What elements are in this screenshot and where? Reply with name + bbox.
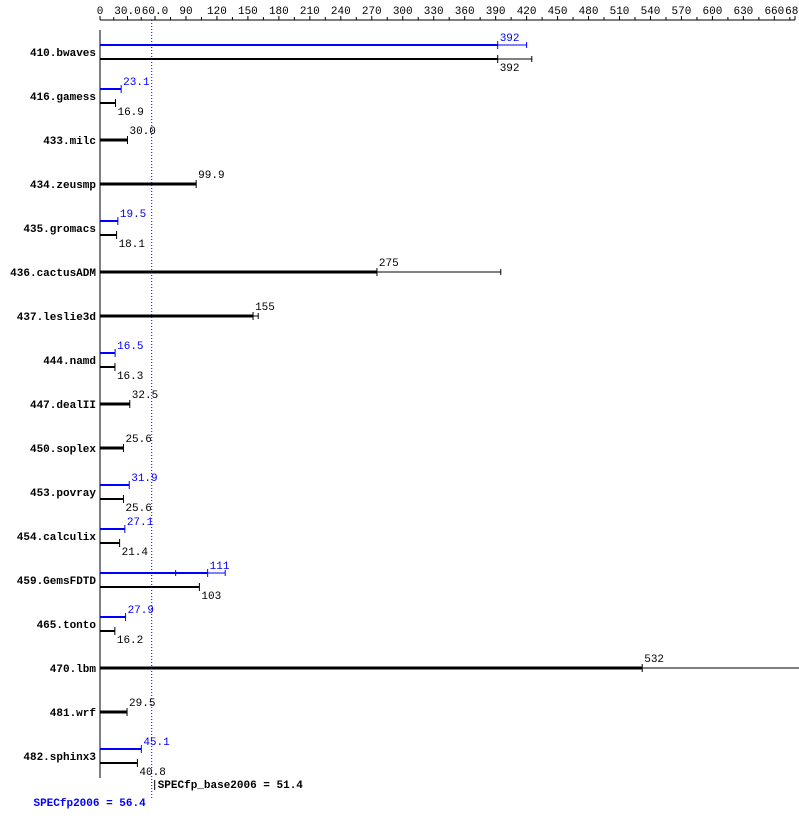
svg-text:18.1: 18.1: [119, 239, 146, 251]
svg-text:19.5: 19.5: [120, 209, 146, 221]
svg-text:330: 330: [424, 6, 444, 18]
svg-text:436.cactusADM: 436.cactusADM: [10, 268, 96, 280]
svg-text:480: 480: [579, 6, 599, 18]
svg-text:453.povray: 453.povray: [30, 488, 96, 500]
svg-text:459.GemsFDTD: 459.GemsFDTD: [17, 576, 97, 588]
svg-text:300: 300: [393, 6, 413, 18]
svg-text:435.gromacs: 435.gromacs: [23, 224, 96, 236]
svg-text:482.sphinx3: 482.sphinx3: [23, 752, 96, 764]
svg-text:680: 680: [785, 6, 799, 18]
svg-text:392: 392: [500, 33, 520, 45]
svg-text:SPECfp_base2006 = 51.4: SPECfp_base2006 = 51.4: [158, 780, 304, 792]
svg-text:416.gamess: 416.gamess: [30, 92, 96, 104]
svg-text:0: 0: [97, 6, 104, 18]
svg-text:210: 210: [300, 6, 320, 18]
svg-text:23.1: 23.1: [123, 77, 150, 89]
svg-text:16.5: 16.5: [117, 341, 143, 353]
svg-text:390: 390: [486, 6, 506, 18]
svg-text:510: 510: [610, 6, 630, 18]
svg-text:21.4: 21.4: [122, 547, 149, 559]
svg-text:481.wrf: 481.wrf: [50, 708, 97, 720]
svg-text:444.namd: 444.namd: [43, 356, 96, 368]
svg-text:360: 360: [455, 6, 475, 18]
svg-text:240: 240: [331, 6, 351, 18]
svg-text:27.1: 27.1: [127, 517, 154, 529]
svg-text:450.soplex: 450.soplex: [30, 444, 96, 456]
svg-text:630: 630: [733, 6, 753, 18]
svg-text:470.lbm: 470.lbm: [50, 664, 97, 676]
svg-text:450: 450: [548, 6, 568, 18]
svg-text:16.2: 16.2: [117, 635, 143, 647]
svg-text:25.6: 25.6: [125, 503, 151, 515]
svg-text:16.9: 16.9: [117, 107, 143, 119]
svg-text:270: 270: [362, 6, 382, 18]
svg-text:570: 570: [672, 6, 692, 18]
svg-text:150: 150: [238, 6, 258, 18]
svg-text:111: 111: [210, 561, 230, 573]
svg-text:454.calculix: 454.calculix: [17, 532, 97, 544]
svg-text:31.9: 31.9: [131, 473, 157, 485]
svg-text:32.5: 32.5: [132, 390, 158, 402]
svg-text:433.milc: 433.milc: [43, 136, 96, 148]
svg-text:SPECfp2006 = 56.4: SPECfp2006 = 56.4: [33, 798, 146, 810]
svg-text:180: 180: [269, 6, 289, 18]
svg-text:660: 660: [764, 6, 784, 18]
svg-text:434.zeusmp: 434.zeusmp: [30, 180, 96, 192]
svg-text:155: 155: [255, 302, 275, 314]
svg-text:420: 420: [517, 6, 537, 18]
svg-text:447.dealII: 447.dealII: [30, 400, 96, 412]
svg-text:103: 103: [201, 591, 221, 603]
svg-text:392: 392: [500, 63, 520, 75]
svg-text:600: 600: [703, 6, 723, 18]
svg-text:120: 120: [207, 6, 227, 18]
svg-text:540: 540: [641, 6, 661, 18]
svg-text:410.bwaves: 410.bwaves: [30, 48, 96, 60]
svg-text:30.0: 30.0: [114, 6, 140, 18]
svg-text:99.9: 99.9: [198, 170, 224, 182]
svg-text:27.9: 27.9: [128, 605, 154, 617]
svg-text:90: 90: [179, 6, 192, 18]
svg-text:465.tonto: 465.tonto: [37, 620, 97, 632]
svg-text:60.0: 60.0: [142, 6, 168, 18]
spec-benchmark-chart: 0 30.060.0 90 120 150 180 210 240 270 300 330 360 39…: [0, 0, 799, 831]
svg-text:45.1: 45.1: [143, 737, 170, 749]
svg-text:437.leslie3d: 437.leslie3d: [17, 312, 96, 324]
svg-text:40.8: 40.8: [139, 767, 165, 779]
svg-text:25.6: 25.6: [125, 434, 151, 446]
svg-text:275: 275: [379, 258, 399, 270]
svg-text:532: 532: [644, 654, 664, 666]
svg-text:16.3: 16.3: [117, 371, 143, 383]
